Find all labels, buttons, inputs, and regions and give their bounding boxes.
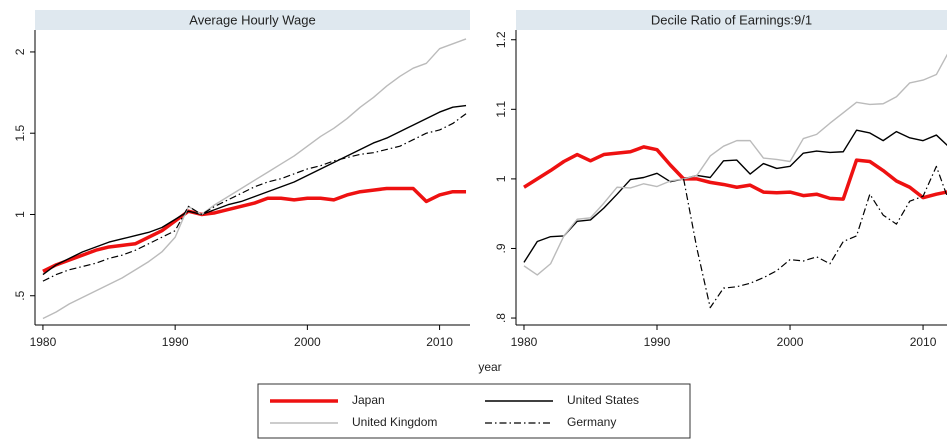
legend-label: United States — [567, 393, 639, 407]
x-axis-label: year — [478, 360, 501, 374]
x-tick-label: 2000 — [777, 335, 804, 349]
x-tick-label: 1980 — [511, 335, 538, 349]
x-tick-label: 2010 — [910, 335, 937, 349]
series-line — [42, 104, 467, 276]
series-line — [683, 165, 947, 309]
title-strip — [35, 10, 470, 30]
series-line — [42, 186, 467, 273]
series-line — [523, 145, 947, 201]
y-tick-label: 1.2 — [494, 31, 508, 48]
y-tick-label: .5 — [13, 290, 27, 300]
series-line — [523, 129, 947, 263]
legend-label: Japan — [352, 393, 385, 407]
chart-title: Decile Ratio of Earnings:9/1 — [651, 12, 812, 27]
legend-label: United Kingdom — [352, 415, 437, 429]
series-line — [523, 53, 947, 276]
title-strip — [516, 10, 947, 30]
y-tick-label: 1.1 — [494, 101, 508, 118]
y-tick-label: 2 — [13, 48, 27, 55]
plot-area — [42, 38, 467, 320]
x-tick-label: 2000 — [294, 335, 321, 349]
x-tick-label: 1980 — [30, 335, 57, 349]
plot-area — [523, 53, 947, 309]
y-tick-label: .9 — [494, 243, 508, 253]
y-tick-label: 1.5 — [13, 125, 27, 142]
legend-box — [257, 383, 691, 439]
chart-title: Average Hourly Wage — [189, 12, 315, 27]
x-tick-label: 1990 — [162, 335, 189, 349]
y-tick-label: 1 — [13, 211, 27, 218]
legend-label: Germany — [567, 415, 616, 429]
x-tick-label: 2010 — [426, 335, 453, 349]
y-tick-label: .8 — [494, 313, 508, 323]
x-tick-label: 1990 — [644, 335, 671, 349]
series-line — [42, 113, 467, 282]
y-tick-label: 1 — [494, 175, 508, 182]
series-line — [42, 38, 467, 320]
